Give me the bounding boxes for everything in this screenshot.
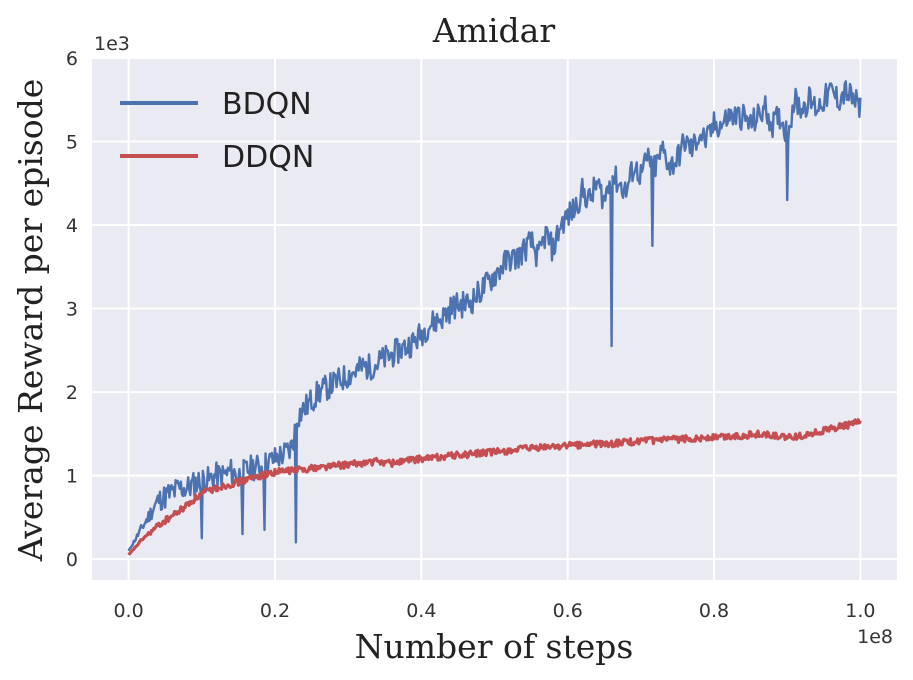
y-tick-label: 4	[66, 215, 78, 237]
x-axis-label: Number of steps	[355, 627, 634, 666]
grid	[92, 57, 897, 580]
chart-title: Amidar	[432, 11, 555, 50]
x-tick-label: 0.4	[406, 600, 436, 622]
y-tick-label: 0	[66, 549, 78, 571]
x-tick-labels: 0.0 0.2 0.4 0.6 0.8 1.0	[113, 600, 875, 622]
legend: BDQN DDQN	[120, 87, 314, 175]
y-tick-label: 1	[66, 466, 78, 488]
legend-label-ddqn: DDQN	[222, 140, 314, 175]
y-tick-label: 3	[66, 299, 78, 321]
legend-label-bdqn: BDQN	[222, 87, 312, 122]
y-axis-label: Average Reward per episode	[11, 79, 50, 563]
y-tick-label: 2	[66, 382, 78, 404]
series-line-ddqn	[127, 418, 862, 556]
y-tick-label: 6	[66, 48, 78, 70]
x-tick-label: 0.0	[113, 600, 143, 622]
y-tick-label: 5	[66, 132, 78, 154]
x-tick-label: 0.2	[260, 600, 290, 622]
series-layer	[127, 80, 862, 556]
x-offset-label: 1e8	[857, 626, 893, 648]
x-tick-label: 0.8	[699, 600, 729, 622]
y-tick-labels: 0 1 2 3 4 5 6	[66, 48, 78, 571]
x-tick-label: 1.0	[845, 600, 875, 622]
series-line-bdqn	[127, 80, 862, 552]
plot-area	[92, 58, 897, 580]
y-offset-label: 1e3	[94, 33, 130, 55]
x-tick-label: 0.6	[553, 600, 583, 622]
